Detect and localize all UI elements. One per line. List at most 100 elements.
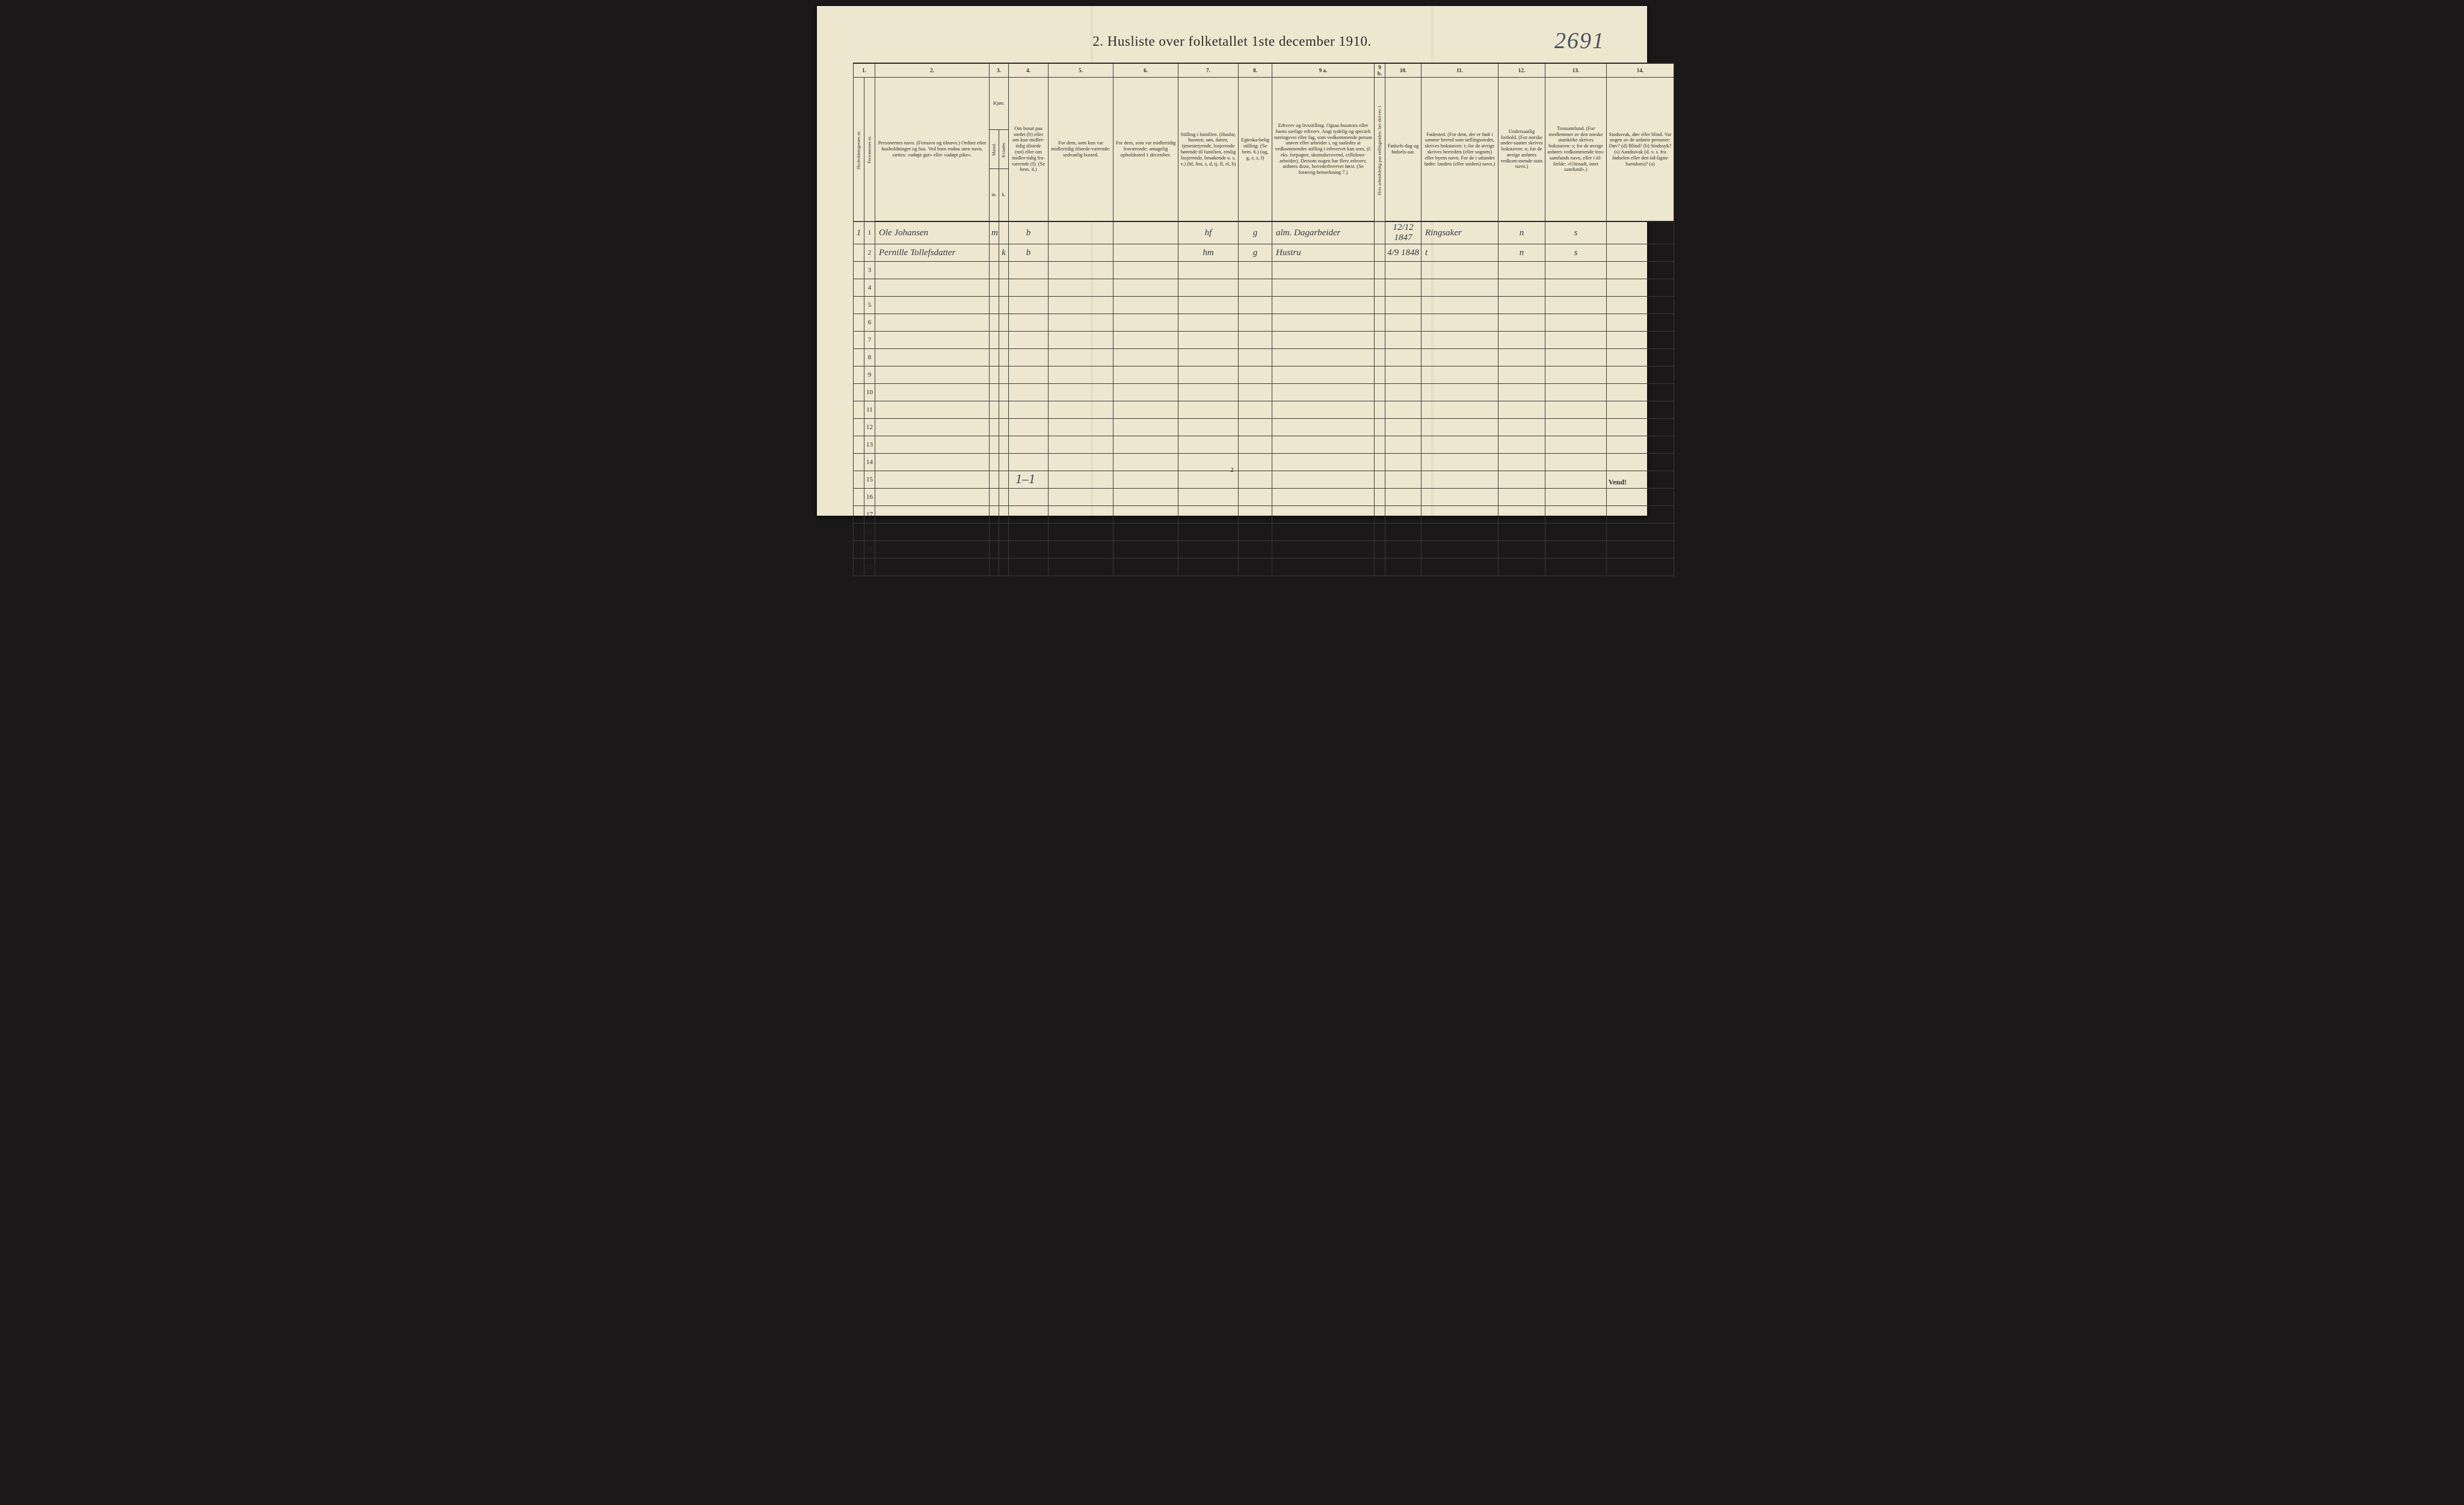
cell-household-nr <box>854 401 864 419</box>
table-row: 10 <box>854 384 1674 401</box>
cell-sindssvak <box>1607 244 1674 262</box>
cell-fodested <box>1421 279 1498 297</box>
cell-fodested: t <box>1421 244 1498 262</box>
cell-midl-fravaerende <box>1113 558 1178 576</box>
cell-bosat <box>1009 366 1049 384</box>
cell-midl-fravaerende <box>1113 262 1178 279</box>
cell-undersaatlig <box>1498 279 1545 297</box>
cell-trossamfund <box>1545 436 1607 454</box>
cell-midl-fravaerende <box>1113 506 1178 524</box>
cell-arbeidsledig <box>1375 419 1385 436</box>
cell-erhverv <box>1272 349 1375 366</box>
cell-midl-tilstede <box>1049 366 1113 384</box>
cell-bosat <box>1009 401 1049 419</box>
cell-sex-k <box>999 366 1009 384</box>
cell-bosat <box>1009 332 1049 349</box>
cell-name <box>875 524 990 541</box>
header-fodested: Fødested. (For dem, der er født i samme … <box>1421 78 1498 222</box>
cell-undersaatlig <box>1498 401 1545 419</box>
cell-stilling <box>1178 471 1239 489</box>
cell-egteskabelig <box>1239 489 1272 506</box>
cell-household-nr <box>854 541 864 558</box>
cell-sex-m <box>990 244 999 262</box>
cell-stilling <box>1178 366 1239 384</box>
cell-fodested <box>1421 436 1498 454</box>
cell-midl-tilstede <box>1049 332 1113 349</box>
header-row: Husholdningernes nr. Personernes nr. Per… <box>854 78 1674 130</box>
cell-trossamfund <box>1545 332 1607 349</box>
table-row: 14 <box>854 454 1674 471</box>
cell-bosat <box>1009 384 1049 401</box>
colnum: 9 a. <box>1272 63 1375 78</box>
table-row: 11Ole Johansenmbhfgalm. Dagarbeider12/12… <box>854 221 1674 244</box>
cell-sex-m: m <box>990 221 999 244</box>
cell-sex-m <box>990 262 999 279</box>
cell-bosat: b <box>1009 221 1049 244</box>
cell-sex-k <box>999 506 1009 524</box>
cell-undersaatlig <box>1498 471 1545 489</box>
cell-stilling: hf <box>1178 221 1239 244</box>
cell-undersaatlig <box>1498 524 1545 541</box>
cell-midl-tilstede <box>1049 349 1113 366</box>
cell-erhverv <box>1272 541 1375 558</box>
header-trossamfund: Trossamfund. (For medlemmer av den norsk… <box>1545 78 1607 222</box>
cell-fodested <box>1421 314 1498 332</box>
cell-midl-fravaerende <box>1113 524 1178 541</box>
cell-trossamfund <box>1545 506 1607 524</box>
cell-fodsel <box>1385 506 1421 524</box>
cell-midl-fravaerende <box>1113 541 1178 558</box>
header-maend: Mænd. <box>990 130 999 169</box>
cell-name <box>875 366 990 384</box>
cell-household-nr <box>854 384 864 401</box>
cell-erhverv <box>1272 506 1375 524</box>
cell-bosat <box>1009 454 1049 471</box>
cell-household-nr <box>854 314 864 332</box>
cell-stilling <box>1178 419 1239 436</box>
cell-arbeidsledig <box>1375 244 1385 262</box>
cell-sindssvak <box>1607 366 1674 384</box>
colnum: 6. <box>1113 63 1178 78</box>
cell-erhverv <box>1272 332 1375 349</box>
cell-fodsel <box>1385 436 1421 454</box>
cell-bosat <box>1009 314 1049 332</box>
cell-erhverv <box>1272 471 1375 489</box>
cell-household-nr <box>854 489 864 506</box>
cell-name <box>875 262 990 279</box>
cell-household-nr <box>854 524 864 541</box>
cell-erhverv <box>1272 436 1375 454</box>
cell-egteskabelig <box>1239 366 1272 384</box>
cell-bosat <box>1009 541 1049 558</box>
cell-household-nr <box>854 454 864 471</box>
cell-sex-m <box>990 332 999 349</box>
cell-stilling <box>1178 401 1239 419</box>
cell-midl-tilstede <box>1049 244 1113 262</box>
cell-midl-fravaerende <box>1113 436 1178 454</box>
page-number: 2 <box>1230 466 1234 474</box>
header-person-nr: Personernes nr. <box>864 78 875 222</box>
cell-sex-k <box>999 297 1009 314</box>
table-row: 5 <box>854 297 1674 314</box>
cell-erhverv: alm. Dagarbeider <box>1272 221 1375 244</box>
cell-bosat <box>1009 436 1049 454</box>
colnum: 7. <box>1178 63 1239 78</box>
cell-egteskabelig: g <box>1239 244 1272 262</box>
table-body: 11Ole Johansenmbhfgalm. Dagarbeider12/12… <box>854 221 1674 576</box>
cell-trossamfund: s <box>1545 244 1607 262</box>
colnum: 10. <box>1385 63 1421 78</box>
cell-midl-fravaerende <box>1113 489 1178 506</box>
cell-sindssvak <box>1607 384 1674 401</box>
cell-sex-m <box>990 471 999 489</box>
cell-bosat: b <box>1009 244 1049 262</box>
cell-egteskabelig <box>1239 314 1272 332</box>
table-row: 20 <box>854 558 1674 576</box>
cell-midl-tilstede <box>1049 262 1113 279</box>
cell-sex-m <box>990 506 999 524</box>
header-k: k. <box>999 169 1009 222</box>
cell-arbeidsledig <box>1375 332 1385 349</box>
cell-arbeidsledig <box>1375 436 1385 454</box>
table-row: 11 <box>854 401 1674 419</box>
cell-arbeidsledig <box>1375 454 1385 471</box>
cell-sindssvak <box>1607 262 1674 279</box>
table-row: 3 <box>854 262 1674 279</box>
cell-sex-k <box>999 454 1009 471</box>
